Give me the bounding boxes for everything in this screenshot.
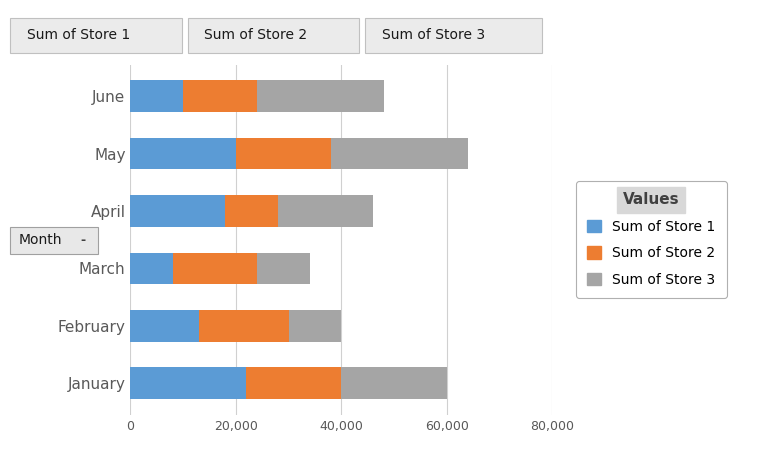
Text: -: -: [81, 234, 86, 247]
Bar: [173, 253, 257, 284]
Text: Sum of Store 1: Sum of Store 1: [28, 28, 130, 42]
Bar: [225, 195, 278, 227]
Text: Month: Month: [18, 233, 62, 247]
Bar: [130, 310, 199, 342]
Bar: [288, 310, 341, 342]
FancyBboxPatch shape: [187, 18, 359, 53]
FancyBboxPatch shape: [9, 227, 98, 254]
Legend: Sum of Store 1, Sum of Store 2, Sum of Store 3: Sum of Store 1, Sum of Store 2, Sum of S…: [576, 181, 726, 298]
Bar: [130, 253, 173, 284]
Bar: [341, 367, 447, 399]
FancyBboxPatch shape: [365, 18, 542, 53]
Bar: [130, 367, 246, 399]
Bar: [278, 195, 373, 227]
Bar: [257, 253, 310, 284]
Text: Sum of Store 3: Sum of Store 3: [382, 28, 485, 42]
Bar: [130, 195, 225, 227]
Bar: [199, 310, 288, 342]
Bar: [257, 81, 384, 112]
Bar: [236, 138, 331, 170]
Bar: [331, 138, 468, 170]
Bar: [130, 138, 236, 170]
FancyBboxPatch shape: [11, 18, 183, 53]
Bar: [246, 367, 341, 399]
Bar: [130, 81, 183, 112]
Text: Sum of Store 2: Sum of Store 2: [205, 28, 308, 42]
Bar: [183, 81, 257, 112]
